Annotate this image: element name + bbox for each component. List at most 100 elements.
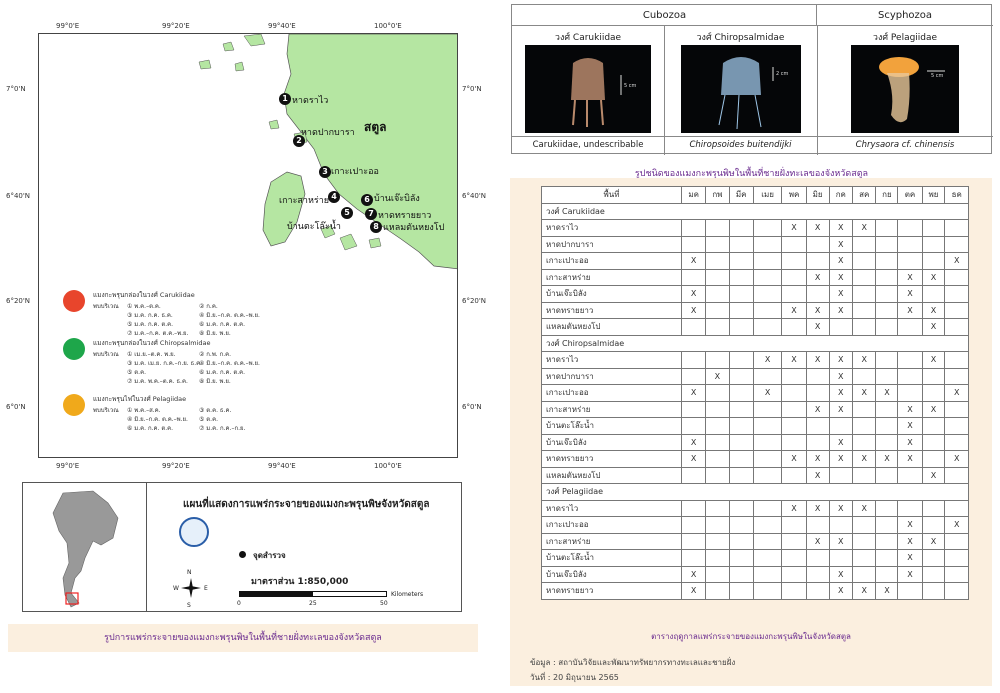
month-cell (875, 549, 899, 567)
month-cell (851, 318, 877, 336)
month-cell: X (805, 450, 830, 468)
month-cell (752, 582, 783, 600)
table-row: เกาะสาหร่าย X X X X (541, 532, 969, 550)
compass-w: W (173, 585, 179, 592)
legend-text: ⑤ ม.ค. ก.ค. ต.ค. (127, 321, 174, 328)
month-cell: X (680, 301, 707, 319)
header-month: สค (851, 186, 877, 204)
group-name: วงศ์ Chiropsalmidae (541, 334, 969, 352)
month-cell (752, 268, 783, 286)
month-cell (805, 516, 830, 534)
month-cell (728, 532, 754, 550)
legend-text: ① เม.ย.–ต.ค. พ.ย. (127, 351, 176, 358)
station-label-7: หาดทรายยาว (378, 211, 432, 221)
station-point-6[interactable]: 6 (361, 194, 373, 206)
month-cell (705, 516, 730, 534)
month-cell (875, 268, 899, 286)
month-cell (728, 433, 754, 451)
site-name: หาดราไว (541, 499, 682, 517)
class-cell (817, 5, 993, 26)
month-cell: X (781, 219, 807, 237)
scale-label: 5 cm (931, 73, 944, 79)
month-cell (728, 301, 754, 319)
month-cell (875, 400, 899, 418)
station-legend-label: จุดสำรวจ (253, 551, 286, 560)
site-name: บ้านเจ๊ะบิลัง (541, 565, 682, 583)
month-cell: X (851, 499, 877, 517)
month-cell: X (828, 252, 853, 270)
month-cell (875, 499, 899, 517)
month-cell: X (781, 301, 807, 319)
legend-text: ③ ม.ค. เม.ย. ก.ค.–ก.ย. ธ.ค. (127, 360, 203, 367)
station-point-3[interactable]: 3 (319, 166, 331, 178)
month-cell (851, 252, 877, 270)
station-point-1[interactable]: 1 (279, 93, 291, 105)
month-cell (705, 450, 730, 468)
group-name: วงศ์ Carukiidae (541, 202, 969, 220)
month-cell: X (897, 532, 923, 550)
station-point-5[interactable]: 5 (341, 207, 353, 219)
month-cell (728, 466, 754, 484)
month-cell (851, 466, 877, 484)
month-cell (752, 532, 783, 550)
month-cell (851, 235, 877, 253)
lon-tick: 100°0'E (374, 22, 402, 30)
month-cell (944, 268, 969, 286)
month-cell (875, 367, 899, 385)
month-cell: X (851, 219, 877, 237)
site-name: หาดปากบารา (541, 367, 682, 385)
table-row: หาดปากบารา X X (541, 367, 969, 385)
month-cell (897, 318, 923, 336)
month-cell (921, 219, 946, 237)
month-cell (805, 549, 830, 567)
month-cell (728, 582, 754, 600)
month-cell (944, 532, 969, 550)
species-name: Chiropsoides buitendijki (689, 140, 792, 150)
legend-text: ⑥ ม.ค. ก.ค. ต.ค. (199, 321, 246, 328)
table-row: เกาะเปาะออ X X X X X X (541, 384, 969, 402)
month-cell (680, 318, 707, 336)
month-cell (705, 268, 730, 286)
table-date: วันที่ : 20 มิถุนายน 2565 (530, 673, 619, 682)
month-cell (805, 433, 830, 451)
station-point-8[interactable]: 8 (370, 221, 382, 233)
month-cell: X (921, 532, 946, 550)
month-cell (680, 417, 707, 435)
station-point-2[interactable]: 2 (293, 135, 305, 147)
carukiidae-photo: 5 cm (525, 45, 651, 133)
family-pelagiidae: วงศ์ Pelagiidae (872, 33, 938, 43)
month-cell (875, 285, 899, 303)
month-cell: X (944, 516, 969, 534)
month-cell: X (828, 400, 853, 418)
station-point-7[interactable]: 7 (365, 208, 377, 220)
table-caption: ตารางฤดูกาลแพร่กระจายของแมงกะพรุนพิษในจั… (651, 632, 851, 641)
site-name: แหลมตันหยงโป (541, 466, 682, 484)
month-cell (875, 532, 899, 550)
legend-text: ③ ม.ค. ก.ค. ธ.ค. (127, 312, 173, 319)
month-cell: X (781, 499, 807, 517)
month-cell (705, 252, 730, 270)
header-month: ธค (944, 186, 969, 204)
month-cell (851, 285, 877, 303)
chiropsalmidae-icon (63, 338, 85, 360)
month-cell (680, 532, 707, 550)
month-cell (705, 582, 730, 600)
month-cell: X (680, 252, 707, 270)
month-cell (897, 367, 923, 385)
month-cell (944, 433, 969, 451)
month-cell (680, 466, 707, 484)
month-cell (875, 252, 899, 270)
class-scyphozoa: Scyphozoa (877, 10, 933, 21)
month-cell (805, 252, 830, 270)
month-cell: X (828, 367, 853, 385)
month-cell (944, 466, 969, 484)
scale-label: 5 cm (624, 83, 637, 89)
station-point-4[interactable]: 4 (328, 191, 340, 203)
month-cell: X (805, 400, 830, 418)
scale-label: 2 cm (776, 71, 789, 77)
month-cell (944, 582, 969, 600)
lat-tick: 7°0'N (462, 85, 482, 93)
month-cell: X (805, 351, 830, 369)
month-cell (752, 433, 783, 451)
month-cell (944, 549, 969, 567)
